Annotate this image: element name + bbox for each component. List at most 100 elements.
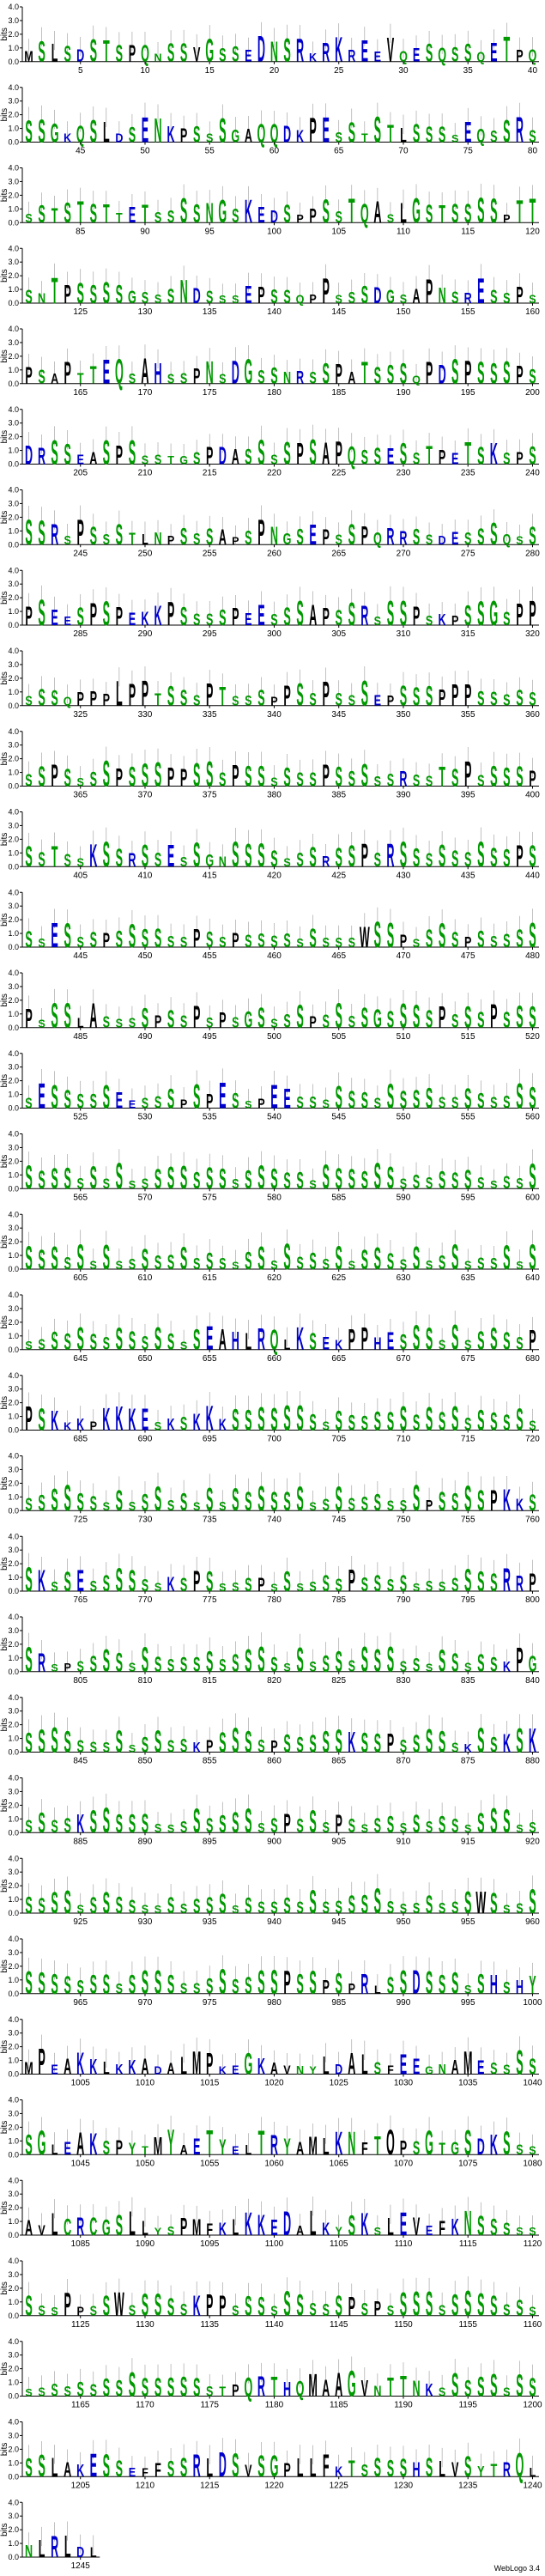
y-tick-label: 1.0 xyxy=(8,769,19,777)
logo-letter: S xyxy=(154,1321,161,1357)
y-tick-label: 1.0 xyxy=(8,688,19,696)
x-tick-label: 55 xyxy=(205,147,215,156)
logo-letter: S xyxy=(193,611,201,629)
logo-letter: P xyxy=(322,526,329,550)
logo-letter: S xyxy=(154,1480,161,1519)
x-tick-label: 460 xyxy=(267,951,282,961)
x-tick-label: 105 xyxy=(331,227,346,236)
y-tick-label: 4.0 xyxy=(8,1130,19,1139)
logo-letter: G xyxy=(386,285,395,307)
logo-letter: E xyxy=(245,610,251,629)
y-tick-label: 3.0 xyxy=(8,2431,19,2439)
logo-letter: S xyxy=(529,2225,536,2238)
logo-letter: R xyxy=(128,850,136,872)
logo-letter: S xyxy=(90,1578,97,1595)
y-tick-label: 3.0 xyxy=(8,1385,19,1394)
logo-letter: S xyxy=(232,294,239,306)
x-tick-label: 280 xyxy=(525,549,540,558)
logo-letter: S xyxy=(400,1659,407,1676)
logo-letter: S xyxy=(516,1259,523,1272)
x-tick-label: 1190 xyxy=(394,2401,413,2410)
logo-letter: S xyxy=(193,1325,200,1357)
logo-letter: S xyxy=(361,673,368,714)
y-tick-label: 1.0 xyxy=(8,2379,19,2387)
x-tick-label: 1135 xyxy=(200,2320,219,2330)
logo-letter: S xyxy=(477,689,484,711)
logo-letter: S xyxy=(413,1411,420,1436)
logo-letter: S xyxy=(206,1016,214,1031)
x-tick-label: 860 xyxy=(267,1757,282,1766)
logo-letter: P xyxy=(529,595,536,634)
logo-letter: E xyxy=(413,44,420,66)
x-tick-label: 730 xyxy=(138,1515,153,1524)
logo-letter: S xyxy=(529,1000,536,1035)
logo-letter: S xyxy=(348,117,355,149)
x-tick-label: 150 xyxy=(397,307,411,317)
logo-letter: H xyxy=(283,2379,291,2401)
logo-letter: S xyxy=(245,1643,251,1678)
x-tick-label: 1225 xyxy=(330,2481,349,2490)
x-tick-label: 75 xyxy=(463,147,474,156)
x-tick-label: 160 xyxy=(525,307,540,317)
y-tick-label: 0.0 xyxy=(8,2392,19,2401)
logo-letter: S xyxy=(38,200,45,228)
logo-letter: S xyxy=(270,1964,277,2002)
logo-letter: K xyxy=(167,1574,175,1596)
y-tick-label: 0.0 xyxy=(8,782,19,791)
logo-letter: S xyxy=(439,1644,445,1679)
logo-letter: L xyxy=(439,2457,445,2482)
logo-letter: S xyxy=(64,1084,70,1114)
logo-letter: S xyxy=(490,1179,497,1191)
y-tick-label: 1.0 xyxy=(8,204,19,213)
logo-letter: N xyxy=(283,369,291,387)
y-axis-label: bits xyxy=(0,1155,9,1169)
logo-letter: P xyxy=(206,1736,213,1756)
logo-letter: P xyxy=(361,1321,368,1357)
logo-letter: S xyxy=(336,1969,342,2001)
logo-letter: Q xyxy=(412,374,421,386)
logo-letter: S xyxy=(477,1970,484,2001)
y-tick-label: 4.0 xyxy=(8,2337,19,2346)
logo-letter: S xyxy=(464,2124,471,2163)
y-tick-label: 4.0 xyxy=(8,888,19,896)
logo-letter: P xyxy=(206,2047,213,2081)
x-tick-label: 815 xyxy=(203,1676,217,1686)
logo-letter: S xyxy=(77,1176,84,1193)
x-tick-label: 245 xyxy=(73,549,88,558)
logo-letter: T xyxy=(271,2372,278,2403)
logo-letter: G xyxy=(412,192,421,231)
x-tick-label: 850 xyxy=(138,1757,153,1766)
logo-letter: S xyxy=(477,1809,484,1840)
logo-letter: S xyxy=(142,290,148,307)
x-tick-label: 5 xyxy=(78,66,83,76)
y-tick-label: 1.0 xyxy=(8,125,19,133)
logo-letter: T xyxy=(129,531,136,549)
x-tick-label: 915 xyxy=(461,1837,475,1846)
logo-letter: S xyxy=(232,1403,239,1437)
logo-letter: K xyxy=(257,2210,265,2242)
y-tick-label: 1.0 xyxy=(8,526,19,535)
logo-letter: S xyxy=(529,2144,536,2158)
y-tick-label: 2.0 xyxy=(8,2123,19,2131)
logo-letter: S xyxy=(51,687,58,711)
y-tick-label: 2.0 xyxy=(8,915,19,924)
y-tick-label: 2.0 xyxy=(8,1801,19,1809)
x-tick-label: 390 xyxy=(397,791,411,800)
logo-letter: S xyxy=(413,1240,420,1277)
logo-letter: S xyxy=(439,1095,445,1112)
logo-letter: S xyxy=(154,453,162,468)
logo-letter: P xyxy=(38,2042,45,2082)
x-tick-label: 870 xyxy=(397,1757,411,1766)
logo-letter: A xyxy=(64,2056,71,2080)
logo-letter: S xyxy=(180,1340,188,1352)
logo-letter: S xyxy=(193,757,200,794)
y-tick-label: 3.0 xyxy=(8,177,19,185)
y-tick-label: 2.0 xyxy=(8,111,19,119)
logo-letter: S xyxy=(477,1326,484,1355)
logo-letter: P xyxy=(283,1809,290,1840)
x-tick-label: 825 xyxy=(331,1676,346,1686)
x-tick-label: 1180 xyxy=(265,2401,284,2410)
logo-letter: S xyxy=(464,600,471,632)
